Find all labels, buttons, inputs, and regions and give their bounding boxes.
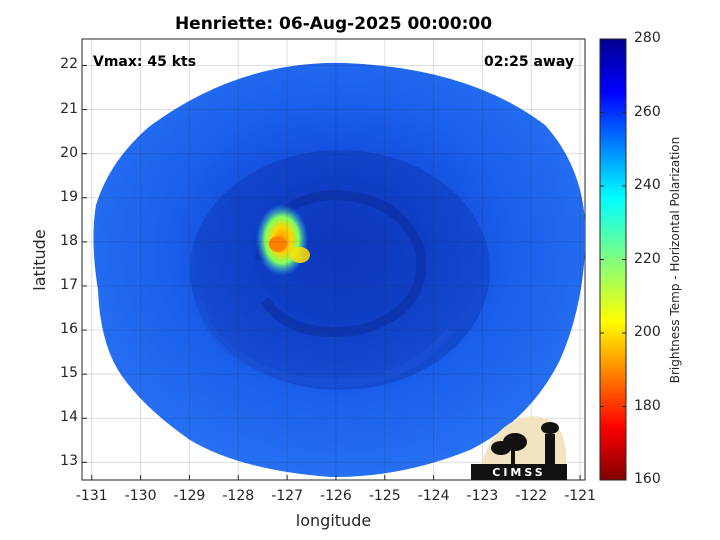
x-tick-label: -130 bbox=[124, 488, 157, 504]
colorbar bbox=[599, 38, 627, 481]
colorbar-tick-label: 240 bbox=[634, 177, 661, 193]
x-tick-label: -131 bbox=[75, 488, 108, 504]
vmax-label: Vmax: 45 kts bbox=[93, 54, 197, 70]
colorbar-tick-label: 200 bbox=[634, 324, 661, 340]
y-tick-label: 13 bbox=[60, 453, 78, 470]
x-axis-label: longitude bbox=[295, 511, 372, 530]
x-tick-label: -122 bbox=[515, 488, 548, 504]
y-tick-label: 15 bbox=[60, 365, 78, 382]
y-tick-label: 22 bbox=[60, 56, 78, 73]
convection-core bbox=[269, 236, 287, 252]
spiral-band-outer bbox=[196, 299, 454, 387]
plot-title: Henriette: 06-Aug-2025 00:00:00 bbox=[174, 14, 493, 34]
colorbar-tick-marks bbox=[600, 38, 626, 481]
x-tick-label: -126 bbox=[320, 488, 352, 504]
colorbar-tick-label: 260 bbox=[634, 103, 661, 120]
y-tick-label: 19 bbox=[60, 188, 78, 205]
x-tick-label: -123 bbox=[466, 488, 499, 504]
x-tick-label: -128 bbox=[222, 488, 255, 504]
colorbar-tick-label: 160 bbox=[634, 471, 661, 487]
y-tick-label: 17 bbox=[60, 276, 78, 293]
x-tick-label: -124 bbox=[417, 488, 450, 504]
x-tick-label: -125 bbox=[368, 488, 401, 504]
spiral-band bbox=[255, 189, 427, 337]
y-tick-label: 16 bbox=[60, 321, 78, 338]
convection-secondary bbox=[290, 247, 310, 263]
x-tick-label: -127 bbox=[271, 488, 303, 504]
cimss-logo-text: CIMSS bbox=[492, 466, 545, 479]
gridlines bbox=[82, 39, 585, 480]
y-tick-label: 14 bbox=[60, 409, 78, 426]
x-tick-label: -121 bbox=[564, 488, 596, 504]
y-tick-label: 20 bbox=[60, 144, 78, 161]
swath-image bbox=[93, 62, 585, 478]
colorbar-tick-label: 280 bbox=[634, 30, 661, 46]
y-tick-label: 21 bbox=[60, 100, 78, 117]
microwave-swath bbox=[93, 62, 585, 478]
colorbar-tick-label: 220 bbox=[634, 250, 661, 267]
cimss-logo-icon: CIMSS bbox=[471, 416, 567, 480]
storm-core bbox=[190, 150, 490, 390]
colorbar-tick-label: 180 bbox=[634, 397, 661, 414]
time-away-label: 02:25 away bbox=[484, 54, 574, 70]
y-tick-label: 18 bbox=[60, 232, 78, 249]
x-tick-label: -129 bbox=[173, 488, 206, 504]
